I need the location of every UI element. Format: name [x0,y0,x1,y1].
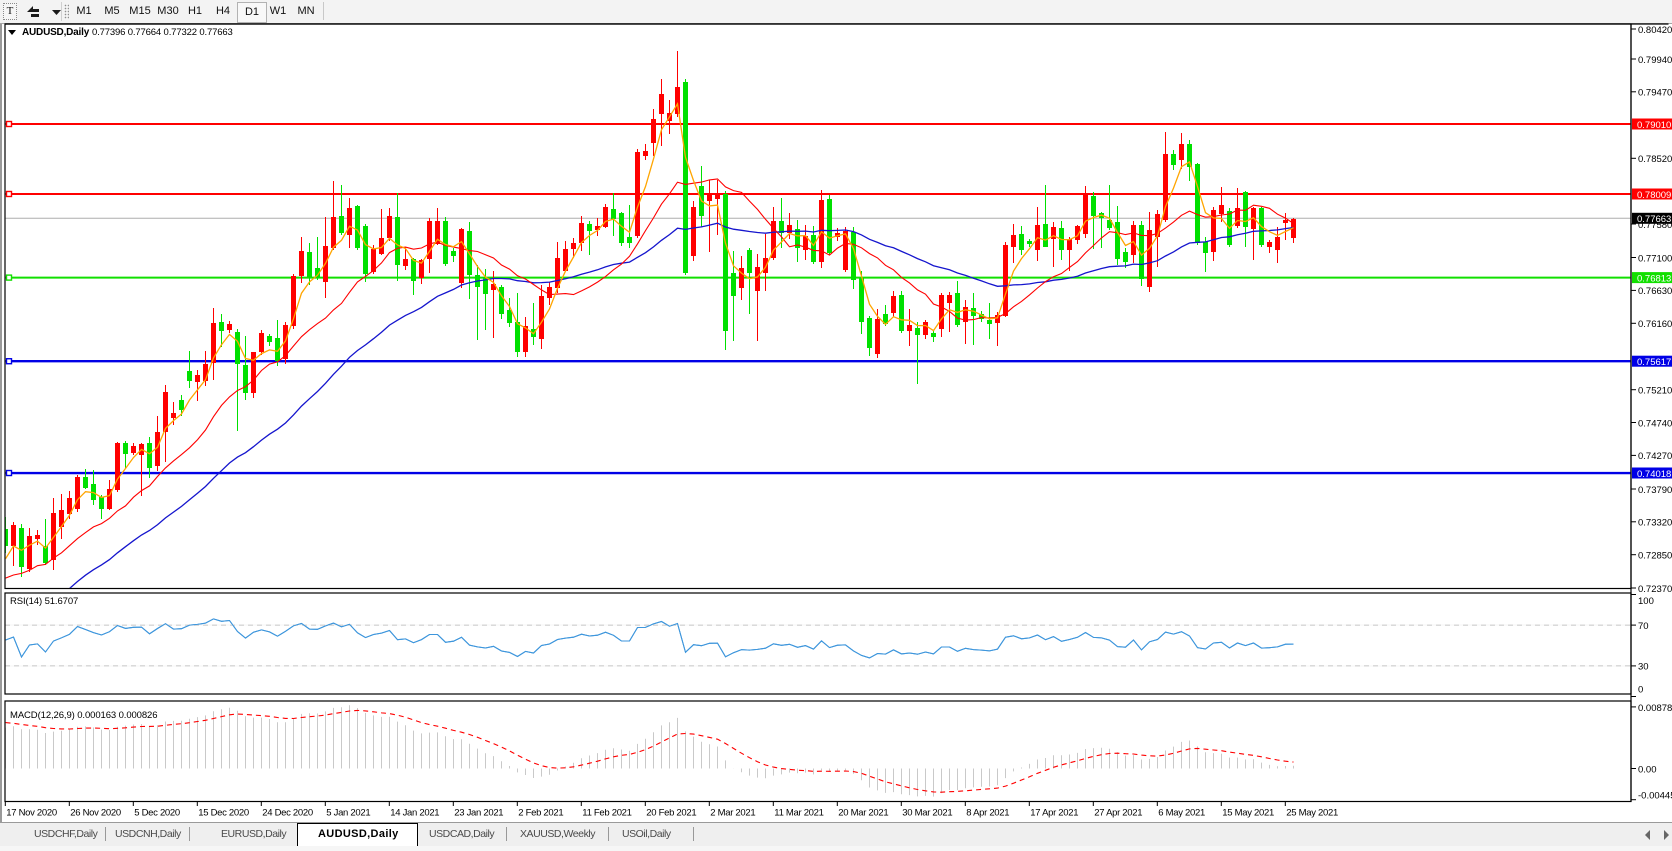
svg-text:0.80420: 0.80420 [1638,25,1672,36]
svg-text:5 Dec 2020: 5 Dec 2020 [134,808,180,819]
svg-text:11 Mar 2021: 11 Mar 2021 [774,808,823,819]
svg-text:0.73320: 0.73320 [1638,518,1672,529]
svg-text:0.77100: 0.77100 [1638,253,1672,264]
svg-text:24 Dec 2020: 24 Dec 2020 [262,808,313,819]
svg-text:15 Dec 2020: 15 Dec 2020 [198,808,249,819]
svg-text:0.73790: 0.73790 [1638,485,1672,496]
svg-text:70: 70 [1638,621,1649,632]
svg-text:0.78009: 0.78009 [1637,190,1671,201]
svg-text:0.79010: 0.79010 [1637,120,1671,131]
svg-text:0.75210: 0.75210 [1638,386,1672,397]
svg-text:8 Apr 2021: 8 Apr 2021 [966,808,1009,819]
svg-text:0.77580: 0.77580 [1638,220,1672,231]
svg-text:20 Mar 2021: 20 Mar 2021 [838,808,888,819]
svg-text:6 May 2021: 6 May 2021 [1158,808,1205,819]
svg-text:0.79940: 0.79940 [1638,55,1672,66]
svg-text:0.77663: 0.77663 [1637,214,1671,225]
svg-text:11 Feb 2021: 11 Feb 2021 [582,808,631,819]
svg-text:AUDUSD,Daily: AUDUSD,Daily [22,27,90,38]
svg-text:26 Nov 2020: 26 Nov 2020 [70,808,121,819]
svg-text:RSI(14) 51.6707: RSI(14) 51.6707 [10,596,78,607]
svg-text:30: 30 [1638,662,1649,673]
svg-text:0.76630: 0.76630 [1638,286,1672,297]
svg-text:0.74740: 0.74740 [1638,418,1672,429]
svg-text:2 Feb 2021: 2 Feb 2021 [518,808,563,819]
svg-text:0.72850: 0.72850 [1638,551,1672,562]
svg-text:-0.004451: -0.004451 [1638,791,1672,802]
svg-text:0.75617: 0.75617 [1637,357,1671,368]
svg-text:0.74018: 0.74018 [1637,469,1671,480]
svg-text:27 Apr 2021: 27 Apr 2021 [1094,808,1142,819]
svg-text:5 Jan 2021: 5 Jan 2021 [326,808,370,819]
svg-text:17 Apr 2021: 17 Apr 2021 [1030,808,1078,819]
svg-text:23 Jan 2021: 23 Jan 2021 [454,808,503,819]
svg-text:0.76160: 0.76160 [1638,319,1672,330]
svg-text:0.78520: 0.78520 [1638,154,1672,165]
svg-text:20 Feb 2021: 20 Feb 2021 [646,808,696,819]
svg-text:0.77396 0.77664 0.77322 0.7766: 0.77396 0.77664 0.77322 0.77663 [92,27,233,38]
svg-text:30 Mar 2021: 30 Mar 2021 [902,808,952,819]
svg-text:0.00: 0.00 [1638,764,1657,775]
svg-text:0.76813: 0.76813 [1637,273,1671,284]
svg-text:0.008782: 0.008782 [1638,703,1672,714]
svg-text:MACD(12,26,9) 0.000163 0.00082: MACD(12,26,9) 0.000163 0.000826 [10,710,157,721]
svg-text:15 May 2021: 15 May 2021 [1222,808,1274,819]
svg-text:17 Nov 2020: 17 Nov 2020 [6,808,57,819]
svg-text:0.74270: 0.74270 [1638,451,1672,462]
svg-text:0.72370: 0.72370 [1638,584,1672,595]
svg-text:2 Mar 2021: 2 Mar 2021 [710,808,755,819]
svg-text:25 May 2021: 25 May 2021 [1286,808,1338,819]
svg-text:100: 100 [1638,596,1654,607]
svg-text:14 Jan 2021: 14 Jan 2021 [390,808,439,819]
svg-text:0: 0 [1638,684,1643,695]
svg-text:0.79470: 0.79470 [1638,88,1672,99]
